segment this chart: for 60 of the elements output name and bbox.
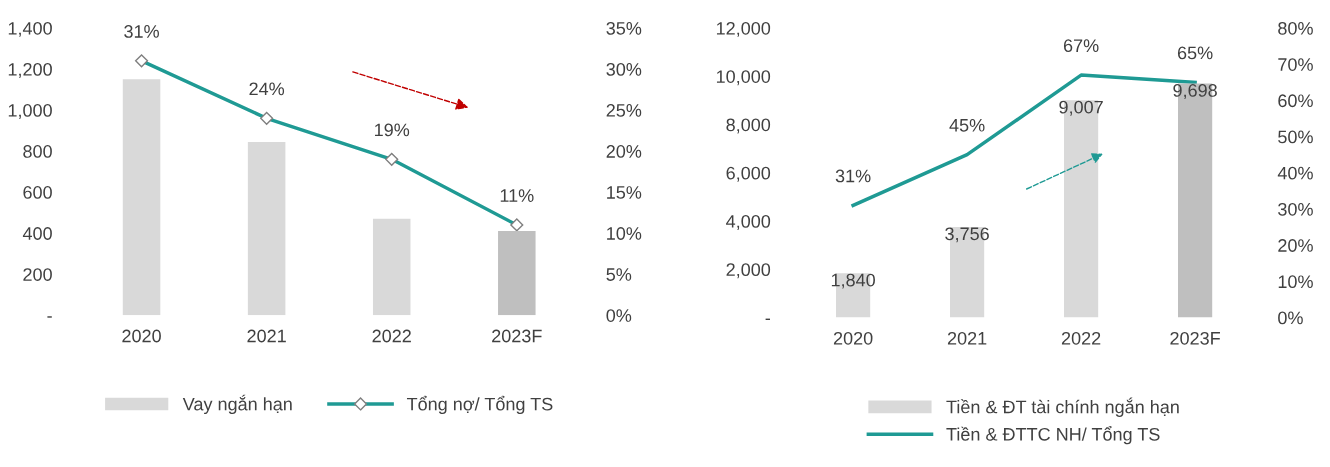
y2-tick-label: 40%: [1277, 166, 1313, 180]
data-label: 31%: [124, 25, 159, 38]
data-label: 24%: [249, 82, 285, 96]
y-tick-label: 12,000: [716, 21, 771, 37]
data-label: 11%: [500, 189, 534, 202]
y-tick-label: 2,000: [726, 263, 771, 279]
y2-tick-label: 0%: [606, 309, 632, 322]
data-label: 65%: [1177, 46, 1213, 60]
y2-tick-label: 20%: [606, 145, 642, 158]
y2-tick-label: 0%: [1278, 311, 1303, 325]
y-tick-label: 600: [23, 186, 52, 199]
data-label: 31%: [835, 169, 871, 183]
y2-tick-label: 80%: [1278, 21, 1313, 35]
data-label: 19%: [375, 123, 410, 137]
data-label: 9,007: [1059, 100, 1103, 116]
y2-tick-label: 5%: [606, 268, 632, 281]
y-tick-label: 4,000: [726, 214, 771, 230]
y-tick-label: 800: [23, 145, 52, 158]
y-tick-label: 1,000: [8, 104, 52, 119]
bar: [498, 231, 536, 316]
x-tick-label: 2020: [122, 329, 161, 343]
bar: [247, 141, 286, 316]
y2-tick-label: 10%: [1278, 275, 1313, 289]
y2-tick-label: 20%: [1278, 239, 1313, 252]
x-tick-label: 2022: [372, 329, 411, 343]
y2-tick-label: 30%: [606, 62, 642, 76]
legend-label: Tổng nợ/ Tổng TS: [406, 395, 553, 415]
y2-tick-label: 50%: [1278, 130, 1313, 144]
legend-label: Tiền & ĐTTC NH/ Tổng TS: [946, 425, 1160, 445]
x-tick-label: 2023F: [1170, 331, 1220, 345]
data-label: 9,698: [1173, 84, 1217, 99]
y2-tick-label: 25%: [606, 104, 642, 117]
x-tick-label: 2020: [833, 331, 873, 345]
y-tick-label: -: [765, 318, 771, 321]
y2-tick-label: 70%: [1278, 58, 1313, 71]
y-tick-label: 1,200: [8, 62, 52, 78]
legend-label: Tiền & ĐT tài chính ngắn hạn: [946, 397, 1179, 417]
data-label: 1,840: [831, 273, 875, 289]
y-tick-label: -: [47, 316, 52, 318]
y2-tick-label: 35%: [606, 21, 642, 35]
data-label: 3,756: [945, 227, 989, 243]
y2-tick-label: 10%: [607, 227, 642, 240]
y-tick-label: 6,000: [726, 166, 771, 182]
data-label: 45%: [949, 118, 985, 132]
y-tick-label: 10,000: [716, 70, 771, 86]
y-tick-label: 1,400: [8, 21, 52, 37]
data-label: 67%: [1063, 39, 1099, 53]
y2-tick-label: 15%: [607, 186, 642, 199]
legend-label: Vay ngắn hạn: [182, 394, 292, 415]
y-tick-label: 400: [22, 227, 52, 240]
bar: [372, 218, 411, 316]
y2-tick-label: 60%: [1278, 94, 1313, 108]
x-tick-label: 2021: [247, 329, 286, 343]
x-tick-label: 2022: [1061, 331, 1101, 345]
bar: [122, 79, 161, 316]
x-tick-label: 2023F: [492, 329, 542, 343]
y2-tick-label: 30%: [1278, 202, 1313, 216]
x-tick-label: 2021: [947, 331, 987, 345]
y-tick-label: 8,000: [726, 118, 771, 134]
y-tick-label: 200: [23, 268, 52, 281]
